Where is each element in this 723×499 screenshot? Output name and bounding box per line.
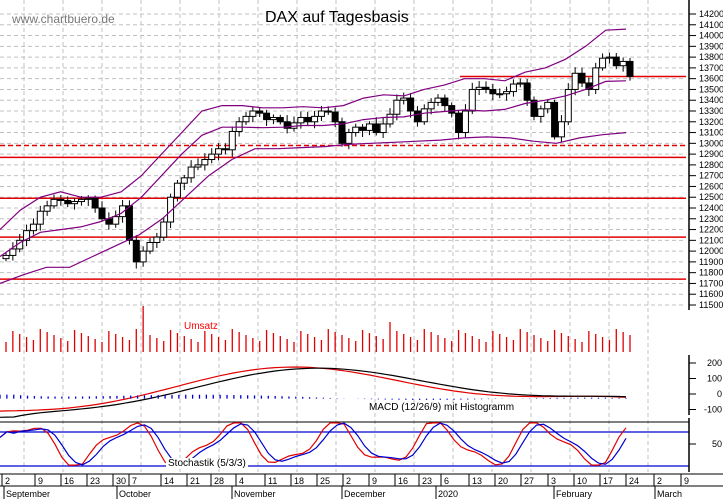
svg-text:4: 4	[239, 476, 244, 486]
svg-text:October: October	[119, 489, 151, 499]
svg-text:13700: 13700	[699, 63, 723, 73]
svg-text:100: 100	[707, 374, 722, 384]
svg-text:12300: 12300	[699, 214, 723, 224]
svg-text:12100: 12100	[699, 235, 723, 245]
svg-text:16: 16	[398, 476, 408, 486]
macd-label: MACD (12/26/9) mit Histogramm	[369, 402, 515, 413]
svg-text:11900: 11900	[699, 257, 723, 267]
svg-text:18: 18	[294, 476, 304, 486]
svg-text:12500: 12500	[699, 192, 723, 202]
svg-text:13000: 13000	[699, 138, 723, 148]
svg-text:2: 2	[657, 476, 662, 486]
svg-text:November: November	[234, 489, 276, 499]
svg-text:11500: 11500	[699, 300, 723, 310]
svg-text:2: 2	[346, 476, 351, 486]
svg-text:12700: 12700	[699, 171, 723, 181]
svg-text:13300: 13300	[699, 106, 723, 116]
svg-text:2: 2	[5, 476, 10, 486]
svg-text:24: 24	[629, 476, 639, 486]
svg-text:9: 9	[38, 476, 43, 486]
svg-text:27: 27	[524, 476, 534, 486]
svg-text:13: 13	[472, 476, 482, 486]
svg-text:23: 23	[90, 476, 100, 486]
svg-text:28: 28	[214, 476, 224, 486]
svg-text:2020: 2020	[438, 489, 458, 499]
svg-text:11: 11	[268, 476, 277, 486]
svg-text:23: 23	[422, 476, 432, 486]
svg-text:12400: 12400	[699, 203, 723, 213]
svg-text:14000: 14000	[699, 31, 723, 41]
svg-text:13600: 13600	[699, 74, 723, 84]
svg-text:9: 9	[372, 476, 377, 486]
svg-text:12900: 12900	[699, 149, 723, 159]
svg-text:30: 30	[116, 476, 126, 486]
svg-text:20: 20	[498, 476, 508, 486]
svg-text:11600: 11600	[699, 289, 723, 299]
svg-text:16: 16	[64, 476, 74, 486]
svg-text:12800: 12800	[699, 160, 723, 170]
svg-text:14200: 14200	[699, 9, 723, 19]
svg-text:12200: 12200	[699, 225, 723, 235]
svg-text:13500: 13500	[699, 84, 723, 94]
volume-label: Umsatz	[184, 321, 218, 332]
svg-text:9: 9	[684, 476, 689, 486]
svg-text:March: March	[657, 489, 682, 499]
svg-text:13100: 13100	[699, 128, 723, 138]
svg-text:25: 25	[320, 476, 330, 486]
svg-text:-100: -100	[704, 405, 722, 415]
svg-text:200: 200	[707, 358, 722, 368]
svg-text:13200: 13200	[699, 117, 723, 127]
svg-text:February: February	[556, 489, 593, 499]
svg-text:13800: 13800	[699, 52, 723, 62]
svg-text:12000: 12000	[699, 246, 723, 256]
svg-text:14: 14	[164, 476, 174, 486]
svg-text:13400: 13400	[699, 95, 723, 105]
site-watermark: www.chartbuero.de	[12, 12, 115, 26]
svg-text:21: 21	[190, 476, 200, 486]
svg-text:September: September	[6, 489, 50, 499]
svg-text:13900: 13900	[699, 41, 723, 51]
svg-text:7: 7	[132, 476, 137, 486]
svg-text:0: 0	[717, 389, 722, 399]
svg-text:17: 17	[603, 476, 613, 486]
svg-text:10: 10	[577, 476, 587, 486]
svg-text:14100: 14100	[699, 20, 723, 30]
svg-text:11800: 11800	[699, 268, 723, 278]
stoch-label: Stochastik (5/3/3)	[166, 458, 248, 469]
svg-text:50: 50	[712, 439, 722, 449]
chart-title: DAX auf Tagesbasis	[265, 9, 409, 26]
svg-text:3: 3	[551, 476, 556, 486]
svg-text:12600: 12600	[699, 181, 723, 191]
svg-text:11700: 11700	[699, 278, 723, 288]
svg-text:6: 6	[444, 476, 449, 486]
svg-text:December: December	[344, 489, 386, 499]
